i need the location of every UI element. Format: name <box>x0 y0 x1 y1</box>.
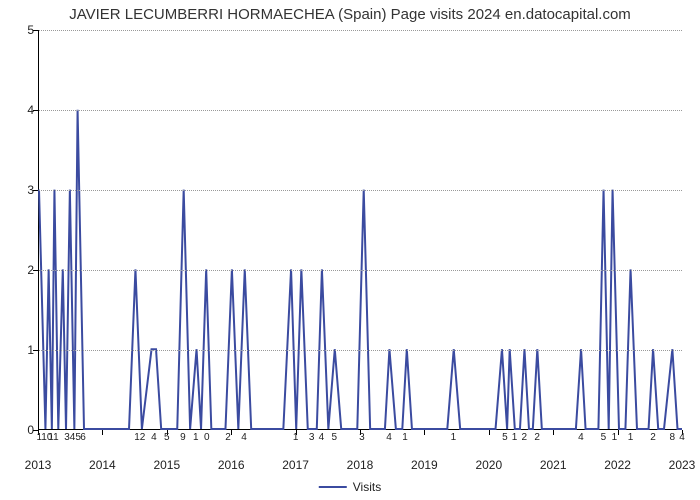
chart-container: JAVIER LECUMBERRI HORMAECHEA (Spain) Pag… <box>0 0 700 500</box>
xtick-count: 8 <box>670 432 676 443</box>
xtick-count: 5 <box>601 432 607 443</box>
gridline <box>39 30 682 31</box>
gridline <box>39 190 682 191</box>
ytick-label: 1 <box>6 343 34 357</box>
xtick-count: 2 <box>225 432 231 443</box>
xtick-count: 45 <box>70 432 81 443</box>
gridline <box>39 350 682 351</box>
plot-area <box>38 30 682 430</box>
legend: Visits <box>319 480 381 494</box>
xtick-count: 3 <box>309 432 315 443</box>
ytick-label: 4 <box>6 103 34 117</box>
ytick-label: 0 <box>6 423 34 437</box>
xtick-count: 5 <box>331 432 337 443</box>
xtick-mark <box>553 430 554 435</box>
xtick-year: 2020 <box>475 458 502 472</box>
xtick-mark <box>102 430 103 435</box>
ytick-mark <box>33 350 38 351</box>
line-series <box>39 30 682 429</box>
ytick-mark <box>33 270 38 271</box>
ytick-mark <box>33 110 38 111</box>
xtick-year: 2018 <box>347 458 374 472</box>
ytick-mark <box>33 190 38 191</box>
xtick-count: 2 <box>650 432 656 443</box>
xtick-year: 2023 <box>669 458 696 472</box>
xtick-count: 6 <box>80 432 86 443</box>
legend-label: Visits <box>353 480 381 494</box>
xtick-mark <box>231 430 232 435</box>
xtick-count: 5 <box>164 432 170 443</box>
xtick-year: 2015 <box>153 458 180 472</box>
xtick-mark <box>424 430 425 435</box>
legend-swatch <box>319 486 347 488</box>
xtick-year: 2016 <box>218 458 245 472</box>
xtick-year: 2022 <box>604 458 631 472</box>
xtick-count: 1 <box>451 432 457 443</box>
xtick-count: 4 <box>679 432 685 443</box>
xtick-year: 2021 <box>540 458 567 472</box>
xtick-count: 1 <box>293 432 299 443</box>
xtick-year: 2019 <box>411 458 438 472</box>
xtick-mark <box>489 430 490 435</box>
ytick-label: 2 <box>6 263 34 277</box>
ytick-label: 3 <box>6 183 34 197</box>
xtick-count: 2 <box>534 432 540 443</box>
xtick-count: 1 <box>628 432 634 443</box>
xtick-mark <box>618 430 619 435</box>
xtick-count: 9 <box>180 432 186 443</box>
gridline <box>39 110 682 111</box>
ytick-mark <box>33 30 38 31</box>
xtick-count: 4 <box>241 432 247 443</box>
xtick-count: 1 <box>193 432 199 443</box>
chart-title: JAVIER LECUMBERRI HORMAECHEA (Spain) Pag… <box>0 6 700 23</box>
xtick-count: 2 <box>521 432 527 443</box>
xtick-count: 4 <box>319 432 325 443</box>
ytick-label: 5 <box>6 23 34 37</box>
xtick-count: 4 <box>386 432 392 443</box>
xtick-count: 1 <box>612 432 618 443</box>
gridline <box>39 270 682 271</box>
xtick-count: 4 <box>578 432 584 443</box>
xtick-count: 4 <box>151 432 157 443</box>
xtick-count: 11 <box>48 432 58 443</box>
xtick-count: 1 <box>512 432 518 443</box>
xtick-count: 1 <box>402 432 408 443</box>
xtick-count: 3 <box>359 432 365 443</box>
xtick-count: 0 <box>204 432 210 443</box>
xtick-year: 2013 <box>25 458 52 472</box>
xtick-count: 12 <box>134 432 145 443</box>
xtick-count: 5 <box>502 432 508 443</box>
xtick-year: 2014 <box>89 458 116 472</box>
xtick-year: 2017 <box>282 458 309 472</box>
